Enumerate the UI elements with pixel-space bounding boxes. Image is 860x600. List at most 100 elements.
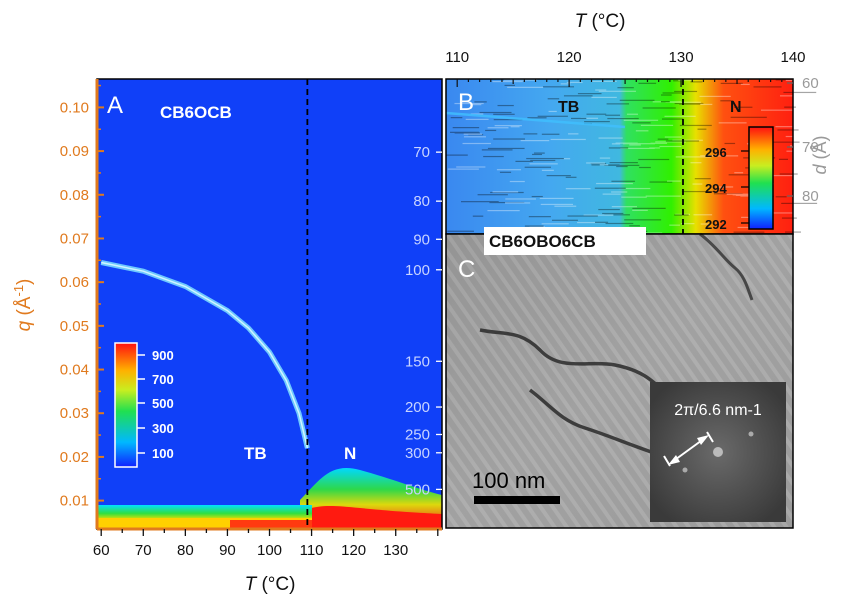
b-noise-streak	[733, 231, 765, 233]
b-noise-streak	[767, 212, 799, 214]
b-noise-streak	[730, 116, 767, 118]
b-noise-streak	[700, 103, 713, 106]
b-noise-streak	[605, 114, 621, 116]
b-noise-streak	[781, 202, 818, 204]
b-noise-streak	[507, 86, 544, 88]
panel-b-right-axis: 60 70 80	[787, 75, 819, 205]
b-noise-streak	[672, 139, 703, 141]
b-noise-streak	[619, 99, 655, 101]
panel-b-top-axis: 110 120 130 140	[445, 49, 806, 87]
panel-b-x-title: T (°C)	[575, 11, 626, 32]
b-noise-streak	[463, 133, 483, 135]
b-noise-streak	[551, 219, 578, 221]
b-noise-streak	[531, 195, 543, 198]
b-noise-streak	[606, 103, 630, 105]
y-tick-label: 0.03	[60, 405, 89, 422]
b-noise-streak	[713, 193, 743, 195]
x-tick-label: 110	[300, 542, 324, 559]
b-noise-streak	[567, 215, 598, 217]
panel-b-colorbar-ticks: 296 294 292	[705, 145, 749, 232]
b-noise-streak	[456, 166, 486, 168]
panel-a-colorbar-ticks: 900 700 500 300 100	[137, 348, 174, 461]
b-noise-streak	[632, 209, 648, 211]
b-noise-streak	[543, 86, 575, 88]
b-noise-streak	[470, 104, 482, 106]
b-noise-streak	[539, 197, 574, 200]
b-noise-streak	[505, 202, 531, 204]
b-noise-streak	[697, 128, 707, 130]
panel-c	[445, 232, 794, 529]
b-noise-streak	[594, 187, 626, 189]
y-tick-label: 0.08	[60, 187, 89, 204]
b-noise-streak	[753, 86, 782, 88]
panel-c-fft-label: 2π/6.6 nm-1	[674, 402, 762, 419]
scale-bar	[474, 496, 560, 504]
b-noise-streak	[497, 104, 514, 107]
b-noise-streak	[598, 90, 636, 92]
b-noise-streak	[584, 120, 610, 123]
x-tick-label: 70	[135, 542, 152, 559]
colorbar-a-tick-700: 700	[152, 372, 174, 387]
b-noise-streak	[726, 193, 763, 195]
b-noise-streak	[520, 140, 550, 142]
x-tick-label: 120	[341, 542, 366, 559]
b-noise-streak	[779, 173, 798, 175]
y-tick-label: 0.07	[60, 230, 89, 247]
x-tick-label: 100	[257, 542, 282, 559]
y-tick-label: 0.01	[60, 493, 89, 510]
b-noise-streak	[775, 79, 794, 81]
panel-b-streak	[445, 111, 626, 129]
panel-b-letter: B	[458, 89, 474, 116]
panel-b-texture	[446, 79, 827, 235]
b-noise-streak	[659, 145, 682, 148]
b-noise-streak	[632, 207, 666, 209]
b-noise-streak	[604, 164, 640, 166]
y-tick-label: 0.10	[60, 99, 89, 116]
scale-bar-label: 100 nm	[472, 468, 545, 493]
b-noise-streak	[681, 190, 718, 193]
b-noise-streak	[529, 163, 558, 165]
b-noise-streak	[784, 106, 796, 108]
b-noise-streak	[505, 198, 536, 200]
b-noise-streak	[530, 159, 556, 162]
b-noise-streak	[568, 133, 579, 135]
b-noise-streak	[608, 147, 629, 149]
b-noise-streak	[650, 142, 668, 144]
b-noise-streak	[639, 166, 651, 169]
b-noise-streak	[609, 162, 638, 164]
b-noise-streak	[635, 130, 649, 132]
b-noise-streak	[590, 162, 607, 165]
b-noise-streak	[700, 155, 716, 157]
b-noise-streak	[640, 124, 674, 126]
b-noise-streak	[454, 132, 480, 134]
b-noise-streak	[786, 150, 796, 152]
y-tick-label: 0.09	[60, 143, 89, 160]
b-noise-streak	[611, 206, 637, 208]
b-d-tick-label: 60	[802, 75, 819, 92]
b-noise-streak	[465, 118, 489, 121]
b-noise-streak	[460, 201, 499, 203]
b-noise-streak	[599, 164, 609, 166]
panel-a-colorbar	[114, 342, 138, 468]
b-x-tick-label: 120	[557, 49, 582, 66]
panel-b-heatmap	[446, 79, 793, 234]
b-noise-streak	[722, 186, 734, 188]
b-noise-streak	[446, 154, 468, 156]
panel-b-colorbar	[748, 126, 774, 230]
b-noise-streak	[621, 196, 647, 198]
b-noise-streak	[617, 87, 634, 89]
colorbar-a-tick-900: 900	[152, 348, 174, 363]
b-noise-streak	[477, 194, 508, 196]
d-tick-label: 70	[413, 144, 430, 161]
b-noise-streak	[462, 142, 491, 145]
panel-a-x-title: T (°C)	[245, 574, 296, 595]
b-noise-streak	[737, 226, 758, 229]
panel-a-letter: A	[107, 92, 123, 119]
b-noise-streak	[694, 178, 711, 180]
b-noise-streak	[547, 98, 560, 100]
b-d-tick-label: 80	[802, 188, 819, 205]
b-noise-streak	[607, 117, 639, 120]
b-noise-streak	[783, 91, 817, 94]
b-noise-streak	[781, 217, 797, 219]
b-noise-streak	[571, 117, 587, 120]
